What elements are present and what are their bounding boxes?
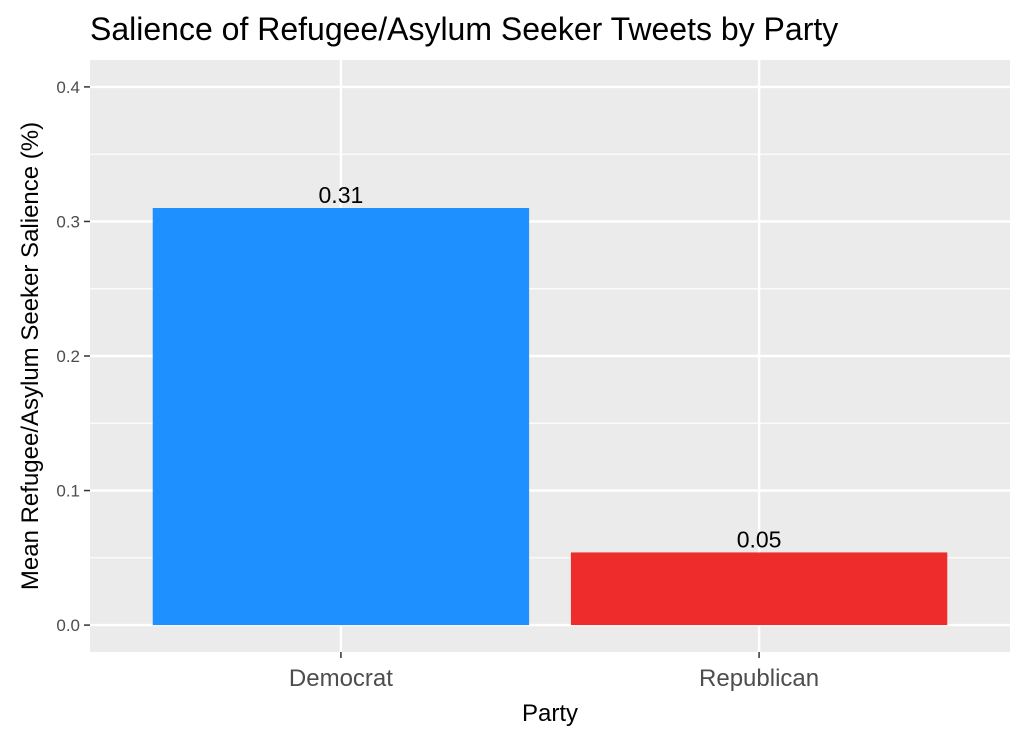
x-tick-label: Democrat: [289, 665, 393, 692]
bar-democrat: [152, 208, 530, 626]
y-axis: 0.0 0.1 0.2 0.3 0.4: [56, 78, 90, 635]
y-tick-label: 0.4: [56, 78, 80, 97]
data-labels: 0.31 0.05: [319, 182, 782, 552]
data-label-democrat: 0.31: [319, 182, 364, 208]
bar-republican: [570, 552, 948, 626]
y-tick-label: 0.1: [56, 482, 80, 501]
x-axis-title: Party: [522, 700, 578, 727]
y-tick-label: 0.0: [56, 616, 80, 635]
x-tick-label: Republican: [699, 665, 819, 692]
data-label-republican: 0.05: [737, 526, 782, 552]
x-axis: Democrat Republican: [289, 652, 819, 692]
y-axis-title: Mean Refugee/Asylum Seeker Salience (%): [17, 122, 44, 590]
chart-title: Salience of Refugee/Asylum Seeker Tweets…: [90, 11, 838, 47]
bars: [152, 208, 948, 626]
y-tick-label: 0.2: [56, 347, 80, 366]
y-tick-label: 0.3: [56, 212, 80, 231]
